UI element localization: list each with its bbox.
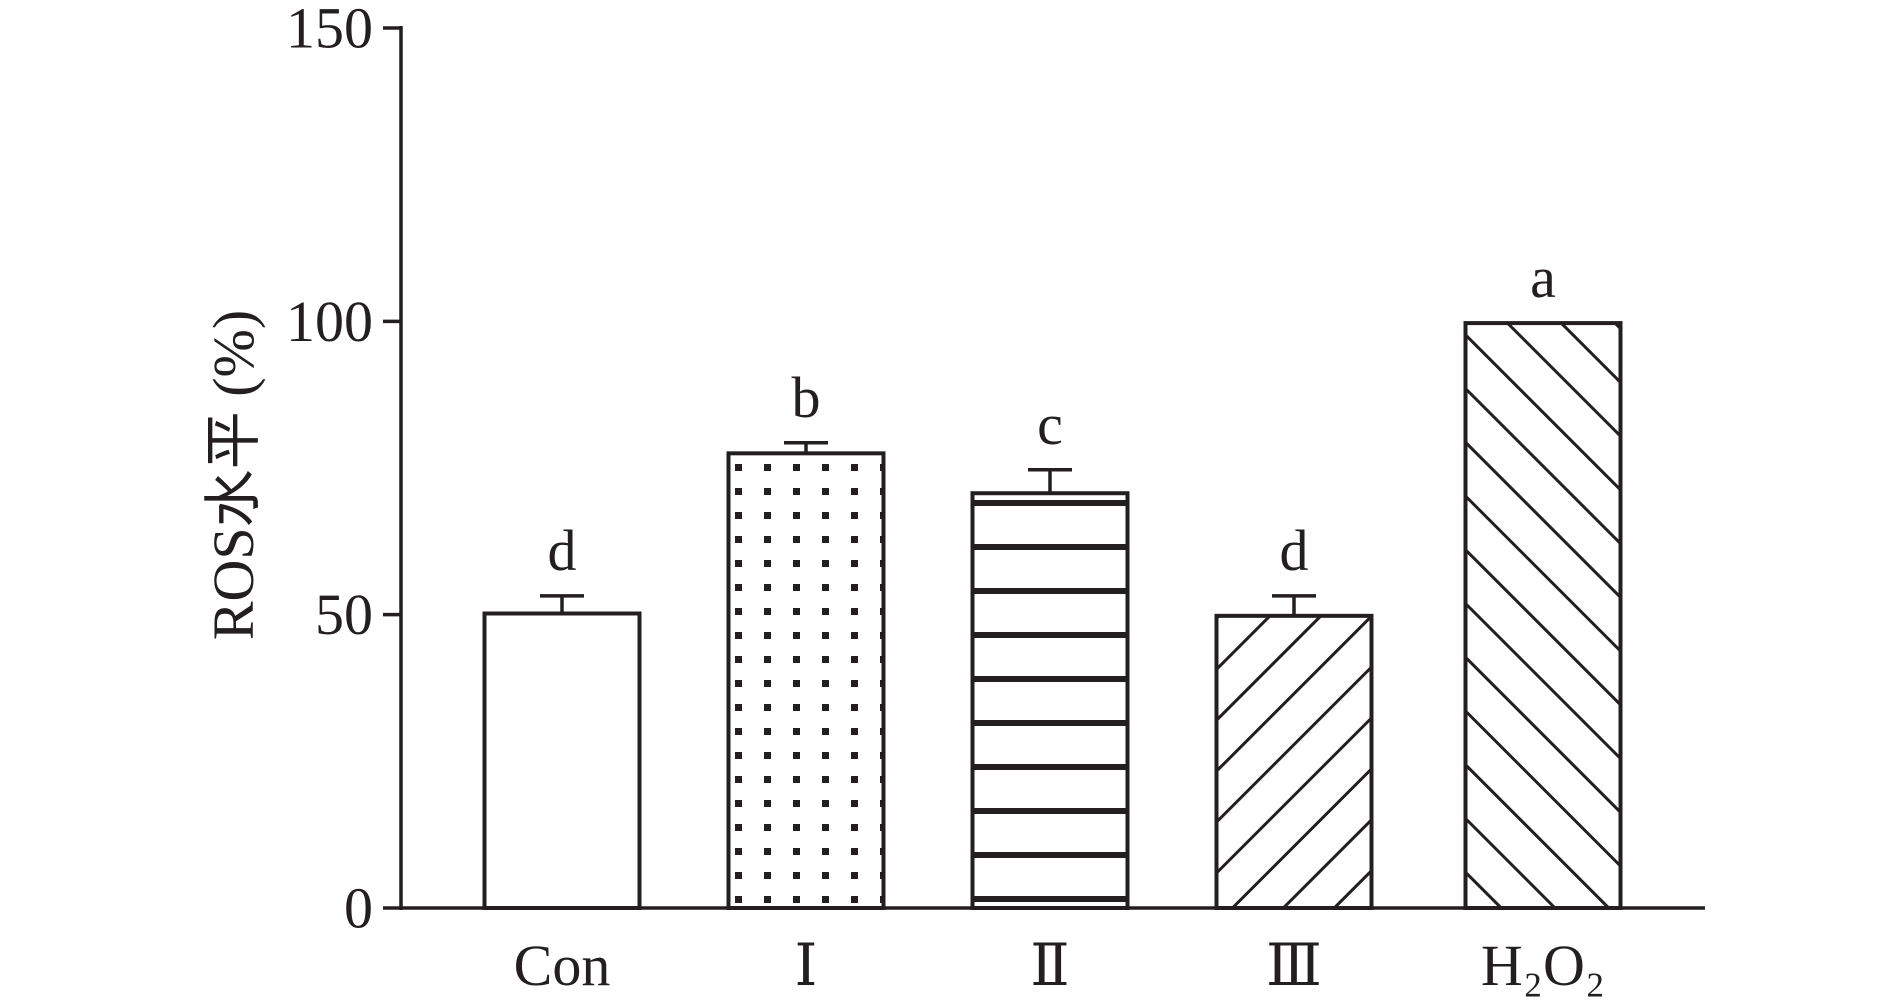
- x-tick-label: Ⅰ: [795, 933, 818, 998]
- significance-letter: a: [1530, 245, 1556, 310]
- y-axis-label: ROS水平 (%): [201, 310, 266, 640]
- bars: [482, 321, 1623, 911]
- significance-letter: c: [1037, 392, 1063, 457]
- bar: [1214, 613, 1374, 911]
- x-tick-label: H₂O₂: [1481, 933, 1605, 998]
- significance-labels: d b c d a: [548, 245, 1556, 583]
- significance-letter: b: [792, 365, 821, 430]
- x-tick-label: Ⅱ: [1030, 933, 1069, 998]
- y-tick-label: 50: [315, 582, 373, 647]
- error-bars: [540, 441, 1316, 616]
- significance-letter: d: [1280, 518, 1309, 583]
- bar: [1463, 321, 1623, 910]
- y-axis-title: ROS水平 (%): [201, 310, 266, 640]
- x-tick-label: Con: [514, 933, 611, 998]
- y-ticks: 0 50 100 150: [286, 0, 401, 941]
- bar: [970, 491, 1130, 910]
- x-tick-label: Ⅲ: [1266, 933, 1322, 998]
- y-tick-label: 150: [286, 0, 373, 61]
- y-tick-label: 100: [286, 289, 373, 354]
- y-tick-label: 0: [344, 876, 373, 941]
- bar: [726, 451, 886, 910]
- significance-letter: d: [548, 518, 577, 583]
- bar: [482, 611, 642, 910]
- category-labels: Con Ⅰ Ⅱ Ⅲ H₂O₂: [514, 933, 1605, 998]
